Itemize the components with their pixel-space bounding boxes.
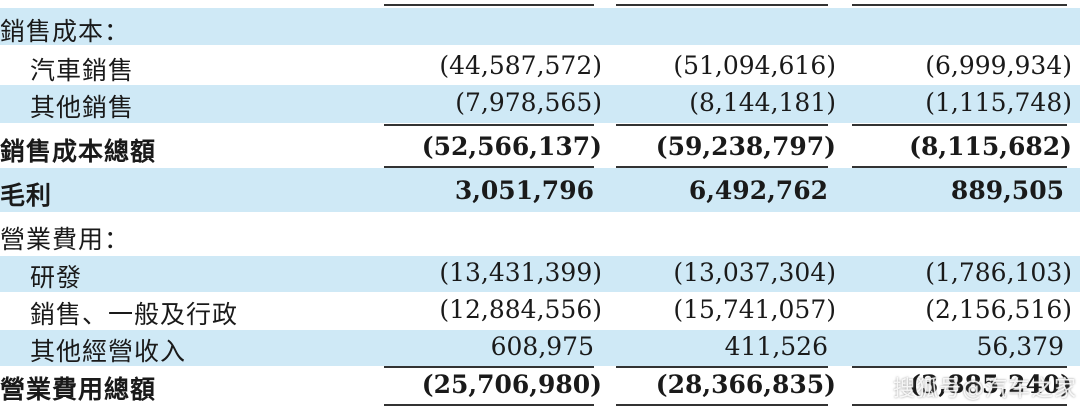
- value-col3: (6,999,934): [925, 51, 1072, 80]
- table-row: 其他經營收入 608,975 411,526 56,379: [0, 330, 1080, 366]
- bottom-rule-col1: [384, 404, 594, 406]
- top-rule-col3: [852, 4, 1067, 6]
- value-col3: 889,505: [950, 176, 1064, 205]
- total-rule-col3: [852, 166, 1067, 168]
- subtotal-rule-col1: [384, 366, 594, 368]
- value-col1: (13,431,399): [439, 258, 602, 287]
- value-col1: (7,978,565): [455, 88, 602, 117]
- total-rule-col1: [384, 166, 594, 168]
- row-label: 其他經營收入: [30, 337, 187, 366]
- row-label: 銷售成本總額: [0, 137, 157, 166]
- table-row: 營業費用總額 (25,706,980) (28,366,835) (3,885,…: [0, 368, 1080, 408]
- bottom-rule-col2: [616, 404, 828, 406]
- row-label: 營業費用：: [0, 225, 131, 254]
- row-label: 銷售成本：: [0, 17, 131, 46]
- subtotal-rule-col1: [384, 124, 594, 126]
- value-col3: (1,115,748): [925, 88, 1072, 117]
- table-row: 銷售成本總額 (52,566,137) (59,238,797) (8,115,…: [0, 126, 1080, 168]
- value-col2: (51,094,616): [673, 51, 836, 80]
- value-col1: 3,051,796: [454, 176, 594, 205]
- value-col3: (8,115,682): [909, 132, 1072, 161]
- value-col3: (3,885,240): [909, 370, 1072, 399]
- table-row: 其他銷售 (7,978,565) (8,144,181) (1,115,748): [0, 85, 1080, 123]
- watermark-text: 搜狐号@汽车之家: [893, 377, 1078, 402]
- value-col2: (13,037,304): [673, 258, 836, 287]
- total-rule-col2: [616, 166, 828, 168]
- row-label: 毛利: [0, 181, 53, 210]
- row-label: 汽車銷售: [30, 56, 135, 85]
- table-row: 汽車銷售 (44,587,572) (51,094,616) (6,999,93…: [0, 45, 1080, 85]
- row-label: 營業費用總額: [0, 375, 157, 404]
- value-col1: (52,566,137): [421, 132, 602, 161]
- top-rule-col2: [616, 4, 828, 6]
- value-col2: (28,366,835): [655, 370, 836, 399]
- value-col2: (8,144,181): [689, 88, 836, 117]
- subtotal-rule-col2: [616, 124, 828, 126]
- table-row: 營業費用：: [0, 212, 1080, 256]
- value-col1: (12,884,556): [439, 295, 602, 324]
- value-col3: (2,156,516): [925, 295, 1072, 324]
- bottom-rule-col3: [852, 404, 1067, 406]
- table-row: 毛利 3,051,796 6,492,762 889,505: [0, 168, 1080, 212]
- value-col1: (44,587,572): [439, 51, 602, 80]
- row-label: 研發: [30, 263, 83, 292]
- value-col3: 56,379: [976, 332, 1064, 361]
- value-col1: 608,975: [490, 332, 594, 361]
- value-col1: (25,706,980): [421, 370, 602, 399]
- table-row: 研發 (13,431,399) (13,037,304) (1,786,103): [0, 256, 1080, 292]
- table-row: 銷售成本：: [0, 8, 1080, 46]
- value-col2: 411,526: [724, 332, 828, 361]
- value-col2: (15,741,057): [673, 295, 836, 324]
- row-label: 其他銷售: [30, 93, 135, 122]
- subtotal-rule-col2: [616, 366, 828, 368]
- subtotal-rule-col3: [852, 124, 1067, 126]
- value-col2: 6,492,762: [688, 176, 828, 205]
- value-col2: (59,238,797): [655, 132, 836, 161]
- top-rule-col1: [384, 4, 594, 6]
- row-label: 銷售、一般及行政: [30, 300, 239, 329]
- table-row: 銷售、一般及行政 (12,884,556) (15,741,057) (2,15…: [0, 292, 1080, 330]
- value-col3: (1,786,103): [925, 258, 1072, 287]
- subtotal-rule-col3: [852, 366, 1067, 368]
